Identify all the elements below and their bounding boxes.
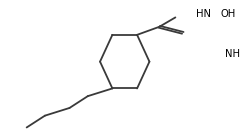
Text: OH: OH <box>221 9 236 19</box>
Text: NH: NH <box>225 49 240 59</box>
Text: HN: HN <box>196 9 211 19</box>
